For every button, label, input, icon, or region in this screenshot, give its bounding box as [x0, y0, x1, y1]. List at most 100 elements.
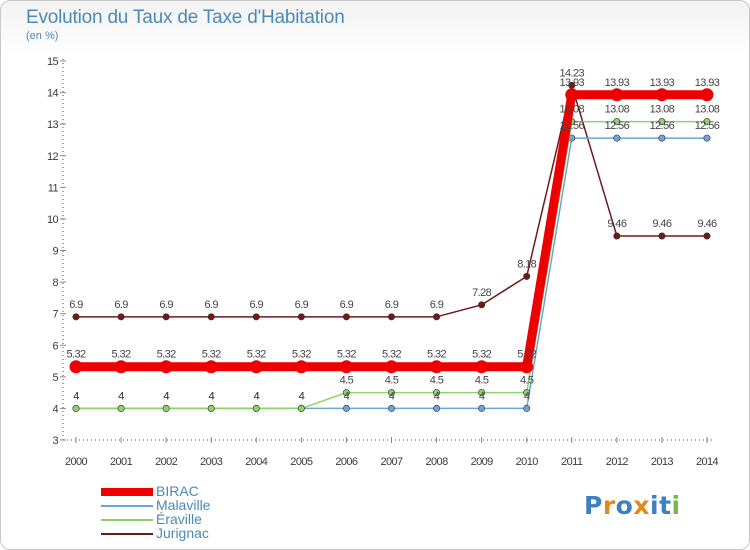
series-line-birac [76, 90, 707, 372]
data-point-jurignac [433, 313, 441, 321]
data-label-birac: 5.32 [247, 349, 266, 361]
x-tick-label: 2002 [155, 456, 178, 468]
data-point-birac [700, 88, 714, 102]
y-tick-label: 6 [52, 340, 58, 352]
data-label-jurignac: 6.9 [159, 299, 173, 311]
data-point-raville [703, 118, 711, 126]
data-label-birac: 5.32 [157, 349, 176, 361]
data-label-malaville: 4 [254, 390, 260, 402]
data-label-malaville: 4 [299, 390, 305, 402]
data-point-raville [252, 404, 260, 412]
data-point-jurignac [703, 232, 711, 240]
data-label-birac: 5.32 [427, 349, 446, 361]
data-point-jurignac [162, 313, 170, 321]
data-label-raville: 4 [254, 390, 260, 402]
data-point-birac [655, 88, 669, 102]
data-label-malaville: 4 [344, 390, 350, 402]
data-label-birac: 13.93 [695, 77, 720, 89]
data-point-jurignac [252, 313, 260, 321]
data-label-jurignac: 8.18 [517, 258, 536, 270]
legend-label-malaville: Malaville [156, 497, 211, 513]
data-point-birac [294, 360, 308, 374]
data-label-birac: 5.32 [337, 349, 356, 361]
data-point-birac [69, 360, 83, 374]
x-tick-label: 2005 [290, 456, 313, 468]
x-tick-label: 2004 [245, 456, 268, 468]
data-labels-layer: 6.9 6.9 6.9 6.9 6.9 6.9 6.9 6.9 6.9 7.28 8.18 14.23… [66, 67, 720, 402]
data-label-raville: 4.5 [475, 375, 489, 387]
data-point-raville [478, 389, 486, 397]
logo-letter: t [659, 491, 672, 520]
data-point-birac [204, 360, 218, 374]
data-point-jurignac [72, 313, 80, 321]
data-point-jurignac [117, 313, 125, 321]
data-label-birac: 5.32 [202, 349, 221, 361]
data-label-jurignac: 6.9 [295, 299, 309, 311]
y-tick-label: 12 [47, 151, 59, 163]
axes: 3 4 5 6 7 8 9 10 11 12 13 14 15 2000 2001 2002 2003 2004 2… [47, 56, 719, 468]
x-tick-label: 2003 [200, 456, 223, 468]
y-tick-label: 8 [52, 277, 58, 289]
y-tick-label: 10 [47, 214, 59, 226]
data-label-malaville: 4 [118, 390, 124, 402]
data-label-birac: 5.32 [517, 349, 536, 361]
data-point-raville [433, 389, 441, 397]
logo-letter: i [650, 491, 660, 520]
data-label-raville: 4.5 [430, 375, 444, 387]
data-label-malaville: 4 [524, 390, 530, 402]
data-label-jurignac: 6.9 [430, 299, 444, 311]
x-tick-label: 2012 [606, 456, 629, 468]
data-point-birac [520, 360, 534, 374]
data-point-raville [613, 118, 621, 126]
data-label-jurignac: 14.23 [560, 67, 585, 79]
data-point-malaville [478, 404, 486, 412]
data-label-jurignac: 9.46 [607, 218, 626, 230]
legend-swatch-jurignac [101, 533, 153, 535]
data-label-malaville: 12.56 [560, 120, 585, 132]
data-point-raville [207, 404, 215, 412]
logo-letter: r [602, 491, 616, 520]
data-label-birac: 5.32 [112, 349, 131, 361]
data-label-jurignac: 6.9 [250, 299, 264, 311]
data-label-birac: 13.93 [650, 77, 675, 89]
y-tick-label: 7 [52, 309, 58, 321]
data-point-jurignac [387, 313, 395, 321]
data-label-jurignac: 9.46 [652, 218, 671, 230]
x-tick-label: 2001 [110, 456, 133, 468]
logo-letter: P [584, 491, 603, 520]
data-point-raville [72, 404, 80, 412]
data-point-raville [523, 389, 531, 397]
data-label-birac: 5.32 [472, 349, 491, 361]
data-point-malaville [387, 404, 395, 412]
data-point-birac [565, 88, 579, 102]
series-layer [69, 81, 714, 412]
x-tick-label: 2011 [561, 456, 583, 468]
data-label-raville: 4.5 [520, 375, 534, 387]
data-label-malaville: 12.56 [605, 120, 630, 132]
data-point-malaville [613, 134, 621, 142]
y-tick-label: 9 [52, 246, 58, 258]
legend-label-birac: BIRAC [156, 483, 199, 499]
legend-label-jurignac: Jurignac [156, 525, 209, 541]
y-tick-label: 3 [52, 435, 58, 447]
data-point-birac [249, 360, 263, 374]
data-label-raville: 4.5 [340, 375, 354, 387]
data-label-raville: 13.08 [560, 104, 585, 116]
logo-letter: i [671, 491, 681, 520]
x-tick-label: 2010 [516, 456, 539, 468]
data-label-malaville: 12.56 [650, 120, 675, 132]
y-tick-label: 15 [47, 56, 59, 68]
data-point-birac [610, 88, 624, 102]
data-point-jurignac [342, 313, 350, 321]
data-label-birac: 13.93 [560, 77, 585, 89]
data-point-birac [114, 360, 128, 374]
data-label-birac: 5.32 [66, 349, 85, 361]
proxiti-logo: Proxiti [584, 491, 681, 520]
data-label-raville: 4 [208, 390, 214, 402]
data-label-raville: 4 [118, 390, 124, 402]
data-point-malaville [658, 134, 666, 142]
data-point-malaville [342, 404, 350, 412]
data-label-malaville: 4 [434, 390, 440, 402]
data-label-malaville: 12.56 [695, 120, 720, 132]
